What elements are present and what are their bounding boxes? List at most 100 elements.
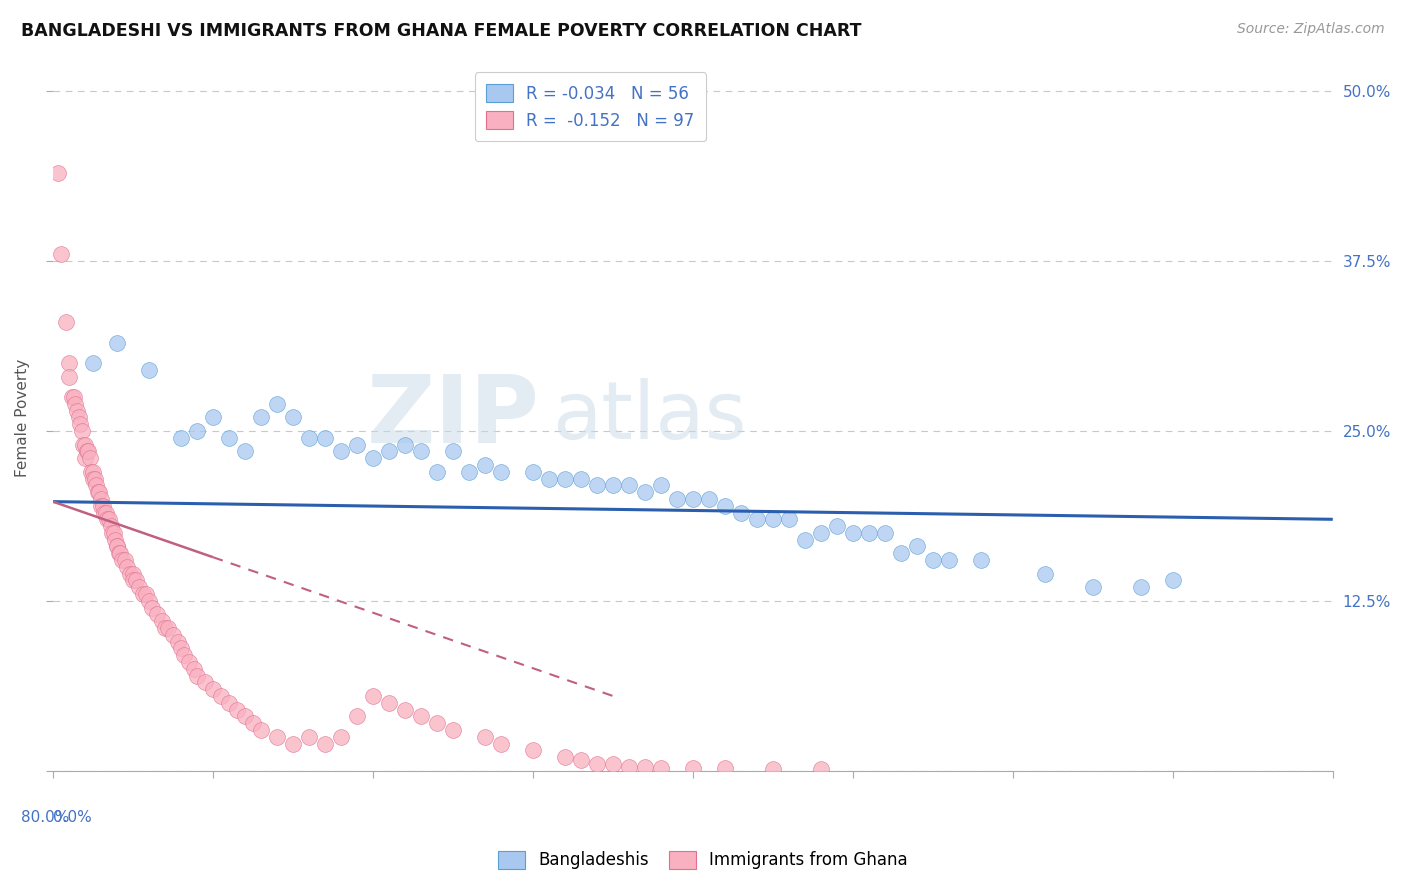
Point: [114, 553, 136, 567]
Point: [80, 465, 103, 479]
Point: [314, 431, 336, 445]
Point: [73, 437, 96, 451]
Point: [70, 424, 93, 438]
Point: [101, 525, 124, 540]
Point: [409, 709, 432, 723]
Point: [100, 519, 122, 533]
Point: [218, 431, 240, 445]
Point: [201, 682, 224, 697]
Point: [104, 533, 127, 547]
Point: [730, 506, 752, 520]
Point: [82, 471, 104, 485]
Point: [634, 485, 657, 500]
Point: [346, 437, 368, 451]
Point: [522, 743, 544, 757]
Point: [79, 451, 101, 466]
Point: [122, 566, 145, 581]
Point: [97, 512, 120, 526]
Point: [162, 628, 184, 642]
Point: [617, 759, 640, 773]
Point: [62, 390, 84, 404]
Point: [409, 444, 432, 458]
Point: [138, 363, 160, 377]
Point: [361, 689, 384, 703]
Point: [314, 737, 336, 751]
Point: [108, 546, 131, 560]
Point: [141, 600, 163, 615]
Point: [266, 730, 288, 744]
Point: [233, 709, 256, 723]
Point: [682, 491, 704, 506]
Point: [858, 525, 880, 540]
Point: [361, 451, 384, 466]
Point: [714, 761, 737, 775]
Point: [77, 444, 100, 458]
Point: [135, 587, 157, 601]
Point: [67, 410, 90, 425]
Point: [93, 506, 115, 520]
Point: [103, 525, 125, 540]
Point: [522, 465, 544, 479]
Point: [394, 437, 416, 451]
Point: [73, 451, 96, 466]
Point: [665, 491, 688, 506]
Point: [329, 730, 352, 744]
Point: [873, 525, 896, 540]
Point: [441, 723, 464, 737]
Point: [66, 403, 89, 417]
Point: [586, 478, 609, 492]
Point: [617, 478, 640, 492]
Point: [242, 716, 264, 731]
Point: [105, 540, 128, 554]
Point: [378, 444, 401, 458]
Point: [298, 431, 321, 445]
Point: [745, 512, 768, 526]
Point: [170, 641, 193, 656]
Point: [1129, 580, 1152, 594]
Point: [281, 410, 304, 425]
Point: [166, 634, 188, 648]
Point: [91, 499, 114, 513]
Point: [209, 689, 232, 703]
Point: [394, 702, 416, 716]
Point: [83, 471, 105, 485]
Point: [762, 762, 785, 776]
Point: [84, 478, 107, 492]
Point: [810, 525, 832, 540]
Point: [138, 594, 160, 608]
Text: atlas: atlas: [553, 378, 747, 457]
Text: BANGLADESHI VS IMMIGRANTS FROM GHANA FEMALE POVERTY CORRELATION CHART: BANGLADESHI VS IMMIGRANTS FROM GHANA FEM…: [21, 22, 862, 40]
Point: [194, 675, 217, 690]
Point: [58, 369, 80, 384]
Point: [82, 356, 104, 370]
Point: [131, 587, 153, 601]
Point: [105, 540, 128, 554]
Point: [825, 519, 848, 533]
Point: [569, 471, 592, 485]
Point: [970, 553, 993, 567]
Y-axis label: Female Poverty: Female Poverty: [15, 359, 30, 476]
Point: [186, 668, 208, 682]
Point: [186, 424, 208, 438]
Point: [89, 485, 111, 500]
Point: [554, 750, 576, 764]
Point: [378, 696, 401, 710]
Text: ZIP: ZIP: [367, 371, 540, 463]
Point: [905, 540, 928, 554]
Point: [49, 247, 72, 261]
Text: Source: ZipAtlas.com: Source: ZipAtlas.com: [1237, 22, 1385, 37]
Point: [82, 465, 104, 479]
Point: [233, 444, 256, 458]
Point: [634, 759, 657, 773]
Point: [153, 621, 176, 635]
Point: [810, 762, 832, 776]
Point: [921, 553, 943, 567]
Point: [457, 465, 479, 479]
Point: [46, 166, 69, 180]
Legend: Bangladeshis, Immigrants from Ghana: Bangladeshis, Immigrants from Ghana: [488, 840, 918, 880]
Point: [58, 356, 80, 370]
Point: [602, 478, 624, 492]
Point: [426, 716, 449, 731]
Point: [489, 737, 512, 751]
Point: [890, 546, 912, 560]
